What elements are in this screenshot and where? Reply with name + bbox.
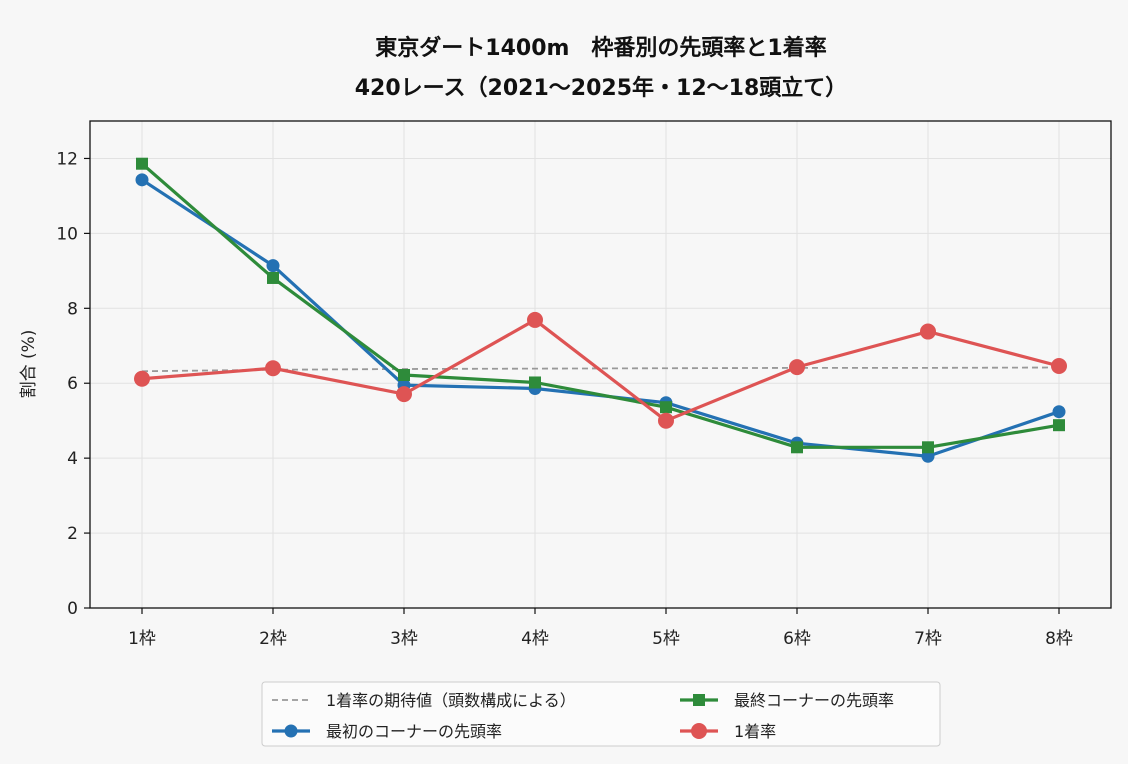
legend-label: 1着率 xyxy=(734,722,776,741)
series-line xyxy=(140,162,1061,449)
legend-entry: 1着率の期待値（頭数構成による） xyxy=(272,691,576,710)
plot-frame xyxy=(89,120,1112,609)
data-point xyxy=(396,386,412,403)
data-point xyxy=(265,360,281,377)
x-tick-label: 1枠 xyxy=(128,629,156,649)
series-layer xyxy=(134,157,1067,463)
data-point xyxy=(398,368,410,381)
axes: 0 2 4 6 8 10 12 1枠 2枠 3枠 4枠 5枠 6枠 7枠 8枠 xyxy=(56,149,1073,649)
series-3 xyxy=(136,157,1065,454)
x-tick-label: 3枠 xyxy=(390,629,418,649)
y-tick-label: 2 xyxy=(67,524,78,544)
x-tick-label: 7枠 xyxy=(914,629,942,649)
series-1 xyxy=(141,366,1060,373)
data-point xyxy=(789,359,805,376)
data-point xyxy=(920,323,936,340)
y-tick-label: 4 xyxy=(67,449,78,469)
x-tick-label: 6枠 xyxy=(783,629,811,649)
series-line xyxy=(140,318,1061,423)
data-point xyxy=(134,370,150,387)
series-line xyxy=(141,366,1060,373)
legend-marker xyxy=(693,694,705,706)
legend-label: 最初のコーナーの先頭率 xyxy=(326,722,502,741)
data-point xyxy=(791,441,803,454)
y-axis-label: 割合 (%) xyxy=(19,330,39,399)
data-point xyxy=(527,311,543,328)
x-tick-label: 5枠 xyxy=(652,629,680,649)
data-point xyxy=(922,441,934,454)
legend-label: 1着率の期待値（頭数構成による） xyxy=(326,691,576,710)
data-point xyxy=(660,401,672,414)
chart-subtitle: 420レース（2021〜2025年・12〜18頭立て） xyxy=(355,75,848,101)
x-tick-label: 8枠 xyxy=(1045,629,1073,649)
data-point xyxy=(658,412,674,429)
data-point xyxy=(1053,419,1065,432)
legend-marker xyxy=(284,724,298,738)
data-point xyxy=(266,259,280,273)
legend-entry: 最終コーナーの先頭率 xyxy=(680,691,894,710)
data-point xyxy=(136,157,148,170)
legend-items: 1着率の期待値（頭数構成による） 最初のコーナーの先頭率 最終コーナーの先頭率 1着率 xyxy=(272,691,894,741)
y-tick-label: 8 xyxy=(67,299,78,319)
data-point xyxy=(267,271,279,284)
legend-marker xyxy=(691,723,707,739)
grid xyxy=(90,121,1111,609)
legend: 1着率の期待値（頭数構成による） 最初のコーナーの先頭率 最終コーナーの先頭率 1着率 xyxy=(261,681,941,747)
x-tick-label: 4枠 xyxy=(521,629,549,649)
y-tick-label: 10 xyxy=(56,224,78,244)
y-tick-label: 6 xyxy=(67,374,78,394)
series-2 xyxy=(135,173,1066,463)
data-point xyxy=(1052,405,1066,419)
y-tick-label: 0 xyxy=(67,599,78,619)
legend-entry: 1着率 xyxy=(680,722,776,741)
legend-box xyxy=(261,681,941,747)
data-point xyxy=(135,173,149,187)
x-tick-label: 2枠 xyxy=(259,629,287,649)
series-4 xyxy=(134,311,1067,429)
chart-title: 東京ダート1400m 枠番別の先頭率と1着率 xyxy=(375,35,826,61)
data-point xyxy=(1051,357,1067,374)
legend-entry: 最初のコーナーの先頭率 xyxy=(272,722,502,741)
data-point xyxy=(529,376,541,389)
legend-label: 最終コーナーの先頭率 xyxy=(734,691,894,710)
y-tick-label: 12 xyxy=(56,149,78,169)
series-line xyxy=(140,178,1061,458)
